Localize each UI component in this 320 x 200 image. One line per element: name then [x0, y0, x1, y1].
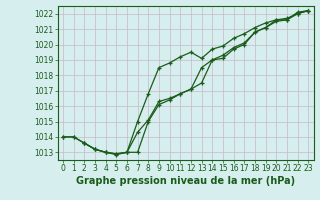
X-axis label: Graphe pression niveau de la mer (hPa): Graphe pression niveau de la mer (hPa) — [76, 176, 295, 186]
